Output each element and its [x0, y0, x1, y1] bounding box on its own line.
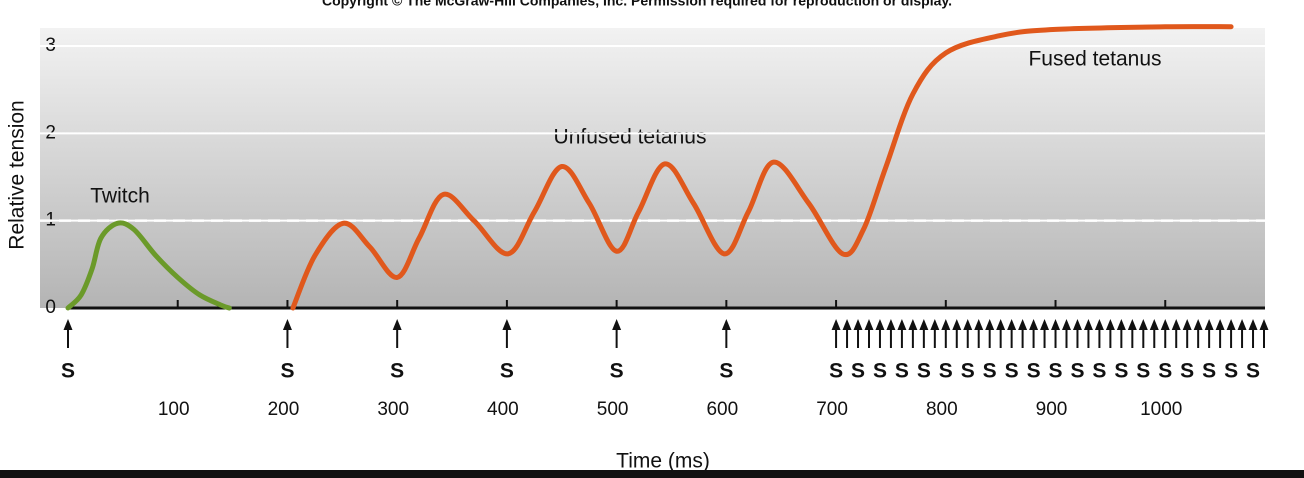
- stimulus-arrowhead: [1007, 319, 1017, 330]
- stimulus-label: S: [610, 360, 624, 383]
- stimulus-arrowhead: [1149, 319, 1159, 330]
- stimulus-arrowhead: [963, 319, 973, 330]
- stimulus-label: S: [895, 360, 909, 383]
- stimulus-arrowhead: [1061, 319, 1071, 330]
- stimulus-label: S: [1027, 360, 1041, 383]
- stimulus-label: S: [390, 360, 404, 383]
- stimulus-arrowhead: [875, 319, 885, 330]
- stimulus-arrowhead: [952, 319, 962, 330]
- stimulus-arrowhead: [941, 319, 951, 330]
- stimulus-label: S: [1005, 360, 1019, 383]
- stimulus-arrowhead: [612, 319, 622, 330]
- chart-title: Copyright © The McGraw-Hill Companies, I…: [322, 0, 952, 9]
- stimulus-arrowhead: [1051, 319, 1061, 330]
- annotation: Twitch: [90, 185, 150, 208]
- stimulus-arrowhead: [392, 319, 402, 330]
- stimulus-arrowhead: [1029, 319, 1039, 330]
- stimulus-arrowhead: [1215, 319, 1225, 330]
- line: [290, 24, 1234, 311]
- stimulus-label: S: [280, 360, 294, 383]
- stimulus-arrowhead: [864, 319, 874, 330]
- x-tick-label: 100: [158, 399, 190, 420]
- stimulus-arrowhead: [1237, 319, 1247, 330]
- plot-background: [40, 28, 1265, 308]
- x-tick-label: 700: [816, 399, 848, 420]
- stimulus-label: S: [1246, 360, 1260, 383]
- stimulus-label: S: [1136, 360, 1150, 383]
- stimulus-label: S: [719, 360, 733, 383]
- stimulus-arrowhead: [1127, 319, 1137, 330]
- x-tick-label: 500: [597, 399, 629, 420]
- stimulus-arrowhead: [886, 319, 896, 330]
- stimulus-label: S: [1202, 360, 1216, 383]
- stimulus-label: S: [939, 360, 953, 383]
- stimulus-arrowhead: [919, 319, 929, 330]
- stimulus-arrowhead: [1018, 319, 1028, 330]
- stimulus-arrowhead: [1116, 319, 1126, 330]
- stimulus-arrowhead: [897, 319, 907, 330]
- stimulus-arrowhead: [985, 319, 995, 330]
- annotation: Fused tetanus: [1028, 48, 1161, 71]
- x-tick-label: 300: [377, 399, 409, 420]
- line: [65, 220, 232, 311]
- stimulus-arrowhead: [842, 319, 852, 330]
- x-tick-label: 600: [706, 399, 738, 420]
- stimulus-arrowhead: [63, 319, 73, 330]
- stimulus-label: S: [829, 360, 843, 383]
- stimulus-label: S: [983, 360, 997, 383]
- stimulus-arrowhead: [1226, 319, 1236, 330]
- stimulus-arrowhead: [1094, 319, 1104, 330]
- stimulus-arrowhead: [853, 319, 863, 330]
- stimulus-label: S: [1224, 360, 1238, 383]
- stimulus-arrowhead: [282, 319, 292, 330]
- stimulus-label: S: [61, 360, 75, 383]
- x-tick-label: 200: [268, 399, 300, 420]
- stimulus-arrowhead: [996, 319, 1006, 330]
- x-axis-title: Time (ms): [616, 450, 710, 473]
- stimulus-label: S: [961, 360, 975, 383]
- stimulus-arrowhead: [1138, 319, 1148, 330]
- x-tick-label: 1000: [1140, 399, 1182, 420]
- stimulus-label: S: [1070, 360, 1084, 383]
- x-tick-label: 800: [926, 399, 958, 420]
- x-tick-label: 900: [1036, 399, 1068, 420]
- y-axis-title: Relative tension: [6, 100, 29, 249]
- stimulus-arrowhead: [1040, 319, 1050, 330]
- stimulus-label: S: [1049, 360, 1063, 383]
- y-tick-label: 0: [45, 297, 56, 318]
- stimulus-label: S: [851, 360, 865, 383]
- stimulus-arrowhead: [1083, 319, 1093, 330]
- stimulus-arrowhead: [1204, 319, 1214, 330]
- stimulus-arrowhead: [1072, 319, 1082, 330]
- stimulus-label: S: [917, 360, 931, 383]
- stimulus-arrowhead: [908, 319, 918, 330]
- x-tick-label: 400: [487, 399, 519, 420]
- stimulus-label: S: [1092, 360, 1106, 383]
- stimulus-label: S: [1114, 360, 1128, 383]
- stimulus-arrowhead: [930, 319, 940, 330]
- annotation: Unfused tetanus: [554, 126, 707, 149]
- stimulus-arrowhead: [1105, 319, 1115, 330]
- stimulus-arrowhead: [502, 319, 512, 330]
- stimulus-arrowhead: [1171, 319, 1181, 330]
- stimulus-arrowhead: [831, 319, 841, 330]
- stimulus-label: S: [1158, 360, 1172, 383]
- stimulus-label: S: [1180, 360, 1194, 383]
- stimulus-arrowhead: [1160, 319, 1170, 330]
- stimulus-label: S: [873, 360, 887, 383]
- stimulus-arrowhead: [1193, 319, 1203, 330]
- stimulus-arrowhead: [974, 319, 984, 330]
- stimulus-arrowhead: [1248, 319, 1258, 330]
- frame-bar: [0, 470, 1304, 478]
- stimulus-arrowhead: [721, 319, 731, 330]
- stimulus-label: S: [500, 360, 514, 383]
- stimulus-arrowhead: [1182, 319, 1192, 330]
- stimulus-arrowhead: [1259, 319, 1269, 330]
